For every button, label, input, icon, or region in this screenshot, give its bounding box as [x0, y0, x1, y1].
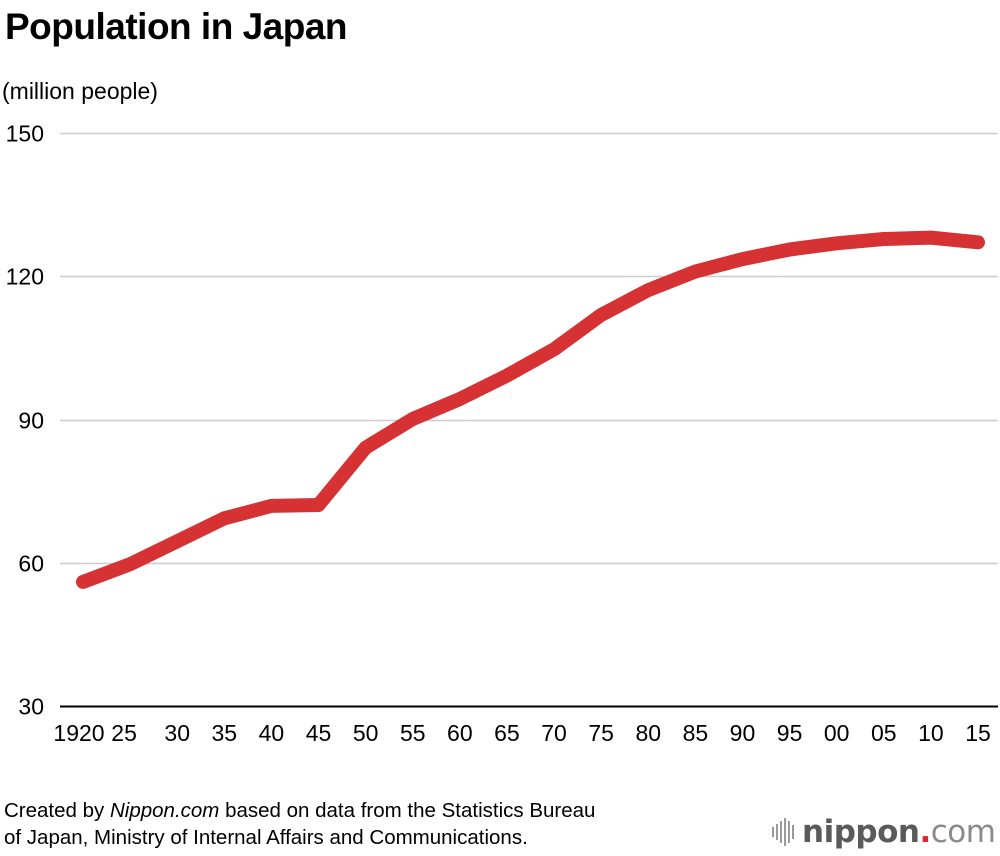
- nippon-logo: nippon.com: [772, 812, 996, 852]
- data-point-1950: [359, 441, 373, 455]
- x-tick-label: 45: [306, 720, 332, 746]
- y-axis-unit-label: (million people): [2, 78, 158, 104]
- data-point-1990: [736, 252, 750, 266]
- x-tick-label: 30: [164, 720, 190, 746]
- data-point-1975: [594, 308, 608, 322]
- y-tick-label: 120: [6, 264, 44, 290]
- x-tick-label: 10: [918, 720, 944, 746]
- logo-name: nippon: [802, 814, 920, 850]
- source-line-1: Created by Nippon.com based on data from…: [4, 797, 595, 824]
- x-tick-label: 85: [683, 720, 709, 746]
- series-line-population: [76, 230, 985, 589]
- data-point-1935: [217, 511, 231, 525]
- data-point-1955: [406, 412, 420, 426]
- data-point-1995: [783, 243, 797, 257]
- data-point-1930: [170, 534, 184, 548]
- x-tick-label: 1920: [53, 720, 104, 746]
- line-chart: 30 60 90 120 150 1920 25 30 35 40 45 50 55 60 65 70 75 8…: [6, 121, 998, 746]
- y-tick-label: 150: [6, 121, 44, 147]
- data-point-1980: [641, 283, 655, 297]
- source-line1-rest: based on data from the Statistics Bureau: [219, 799, 596, 822]
- data-point-1965: [500, 369, 514, 383]
- y-tick-label: 60: [18, 551, 44, 577]
- data-point-1925: [123, 557, 137, 571]
- y-tick-label: 90: [18, 408, 44, 434]
- logo-wordmark: nippon.com: [802, 814, 996, 850]
- chart-title: Population in Japan: [5, 6, 348, 47]
- sound-bars-icon: [772, 818, 794, 846]
- logo-suffix: com: [930, 814, 996, 850]
- x-tick-label: 65: [494, 720, 520, 746]
- gridlines: [60, 132, 998, 708]
- x-tick-label: 90: [730, 720, 756, 746]
- x-tick-label: 00: [824, 720, 850, 746]
- series-layer: [76, 230, 985, 589]
- x-tick-label: 40: [259, 720, 285, 746]
- data-point-1970: [547, 342, 561, 356]
- data-point-2005: [877, 232, 891, 246]
- source-note: Created by Nippon.com based on data from…: [4, 797, 595, 851]
- x-axis-ticks: 1920 25 30 35 40 45 50 55 60 65 70 75 80 85 90 95 00 05 10…: [53, 720, 990, 746]
- source-prefix: Created by: [4, 799, 110, 822]
- x-tick-label: 60: [447, 720, 473, 746]
- x-tick-label: 50: [353, 720, 379, 746]
- y-axis-ticks: 30 60 90 120 150: [6, 121, 44, 720]
- data-point-1920: [76, 575, 90, 589]
- logo-dot: .: [919, 814, 931, 850]
- data-point-2010: [924, 231, 938, 245]
- source-line-2: of Japan, Ministry of Internal Affairs a…: [4, 826, 528, 849]
- y-tick-label: 30: [18, 694, 44, 720]
- x-tick-label: 05: [871, 720, 897, 746]
- data-point-1945: [312, 498, 326, 512]
- data-point-1940: [264, 499, 278, 513]
- data-point-1960: [453, 392, 467, 406]
- x-tick-label: 95: [777, 720, 803, 746]
- x-tick-label: 75: [588, 720, 614, 746]
- x-tick-label: 80: [635, 720, 661, 746]
- data-point-2000: [830, 236, 844, 250]
- x-tick-label: 25: [111, 720, 137, 746]
- x-tick-label: 55: [400, 720, 426, 746]
- data-point-2015: [971, 235, 985, 249]
- x-tick-label: 35: [212, 720, 238, 746]
- source-brand: Nippon.com: [109, 799, 220, 822]
- data-point-1985: [688, 265, 702, 279]
- x-tick-label: 15: [965, 720, 991, 746]
- x-tick-label: 70: [541, 720, 567, 746]
